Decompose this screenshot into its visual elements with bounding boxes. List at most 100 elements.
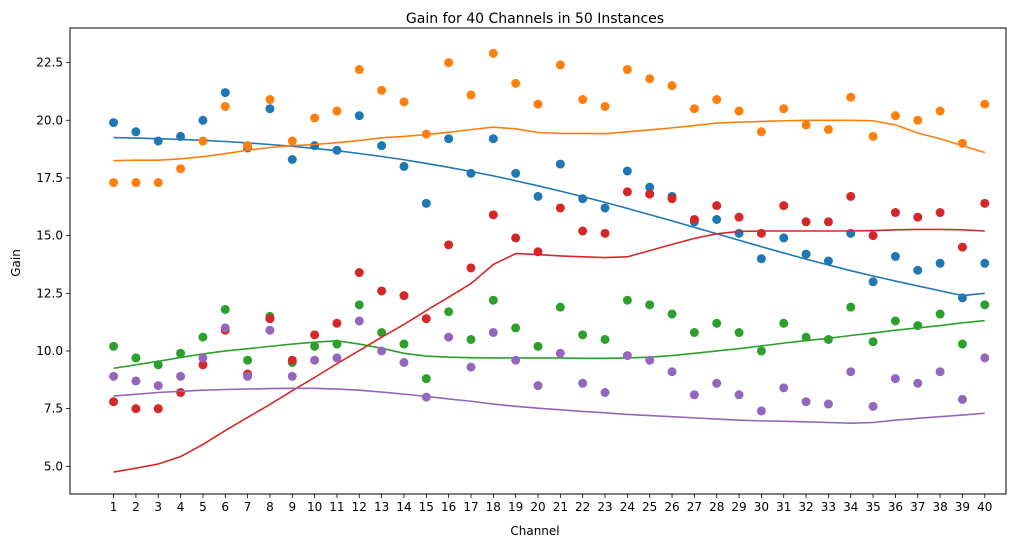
series-2-point-1 (109, 178, 119, 188)
series-1-point-39 (957, 293, 967, 303)
series-5-point-22 (578, 378, 588, 388)
series-5-point-38 (935, 367, 945, 377)
series-2-point-29 (734, 106, 744, 116)
series-3-point-38 (935, 309, 945, 319)
x-tick-label: 35 (865, 500, 880, 514)
series-5-point-20 (533, 381, 543, 391)
series-2-point-20 (533, 99, 543, 109)
x-tick-label: 7 (244, 500, 252, 514)
x-tick-label: 28 (709, 500, 724, 514)
series-4-point-3 (153, 404, 163, 414)
series-1-point-18 (488, 134, 498, 144)
series-2-point-13 (377, 85, 387, 95)
series-4-point-16 (444, 240, 454, 250)
series-2-point-21 (555, 60, 565, 70)
series-3-point-19 (511, 323, 521, 333)
y-tick-label: 12.5 (36, 286, 63, 300)
series-4-point-38 (935, 208, 945, 218)
series-2-point-15 (421, 129, 431, 139)
series-3-point-37 (913, 321, 923, 331)
x-tick-label: 8 (266, 500, 274, 514)
series-4-point-26 (667, 194, 677, 204)
x-tick-label: 21 (553, 500, 568, 514)
series-2-point-39 (957, 138, 967, 148)
series-1-point-10 (310, 141, 320, 151)
series-4-point-24 (622, 187, 632, 197)
series-1-point-16 (444, 134, 454, 144)
series-1-point-35 (868, 277, 878, 287)
series-4-point-9 (287, 355, 297, 365)
series-4-point-23 (600, 228, 610, 238)
x-tick-label: 16 (441, 500, 456, 514)
x-tick-label: 22 (575, 500, 590, 514)
series-5-point-6 (220, 323, 230, 333)
series-3-point-26 (667, 309, 677, 319)
series-2-point-37 (913, 115, 923, 125)
series-3-point-18 (488, 295, 498, 305)
y-axis-label: Gain (9, 249, 23, 277)
series-4-point-34 (846, 191, 856, 201)
series-3-point-23 (600, 334, 610, 344)
series-1-point-6 (220, 88, 230, 98)
series-4-point-11 (332, 318, 342, 328)
series-4-point-31 (779, 201, 789, 211)
series-2-point-33 (823, 125, 833, 134)
series-2-point-17 (466, 90, 476, 100)
series-5-point-37 (913, 378, 923, 388)
series-1-point-37 (913, 265, 923, 275)
series-3-point-12 (354, 300, 364, 310)
series-3-point-5 (198, 332, 208, 342)
series-1-point-30 (756, 254, 766, 264)
series-4-point-13 (377, 286, 387, 296)
series-5-point-19 (511, 355, 521, 365)
x-tick-label: 11 (329, 500, 344, 514)
series-3-point-25 (645, 300, 655, 310)
series-2-point-2 (131, 178, 141, 188)
series-3-point-1 (109, 341, 119, 351)
series-5-point-16 (444, 332, 454, 342)
x-tick-label: 4 (177, 500, 185, 514)
series-3-point-35 (868, 337, 878, 347)
series-3-point-16 (444, 307, 454, 317)
series-1-point-24 (622, 166, 632, 176)
series-2-point-22 (578, 95, 588, 105)
y-tick-label: 17.5 (36, 171, 63, 185)
series-4-point-29 (734, 212, 744, 222)
series-3-point-21 (555, 302, 565, 312)
series-3-point-22 (578, 330, 588, 340)
series-5-point-31 (779, 383, 789, 393)
series-3-point-10 (310, 341, 320, 351)
series-3-point-32 (801, 332, 811, 342)
y-tick-label: 22.5 (36, 56, 63, 70)
series-5-point-35 (868, 401, 878, 411)
plot-background (70, 28, 1006, 494)
series-1-point-1 (109, 118, 119, 128)
series-5-point-17 (466, 362, 476, 372)
series-3-point-39 (957, 339, 967, 349)
series-5-point-5 (198, 353, 208, 363)
series-2-point-3 (153, 178, 163, 188)
series-2-point-18 (488, 48, 498, 58)
series-4-point-25 (645, 189, 655, 199)
series-4-point-28 (712, 201, 722, 211)
series-5-point-25 (645, 355, 655, 365)
series-2-point-8 (265, 95, 275, 105)
series-2-point-9 (287, 136, 297, 146)
series-4-point-1 (109, 397, 119, 407)
series-5-point-28 (712, 378, 722, 388)
series-4-point-32 (801, 217, 811, 227)
series-3 (109, 295, 990, 384)
series-5-trend-line (113, 387, 985, 424)
series-5-point-11 (332, 353, 342, 363)
series-3-point-4 (176, 348, 186, 358)
series-4-point-19 (511, 233, 521, 243)
series-3-point-20 (533, 341, 543, 351)
series-5-point-33 (823, 399, 833, 409)
x-tick-label: 36 (888, 500, 903, 514)
x-tick-label: 33 (821, 500, 836, 514)
series-3-point-30 (756, 346, 766, 356)
series-4-point-22 (578, 226, 588, 236)
series-5-point-36 (890, 374, 900, 384)
series-1-point-29 (734, 228, 744, 238)
